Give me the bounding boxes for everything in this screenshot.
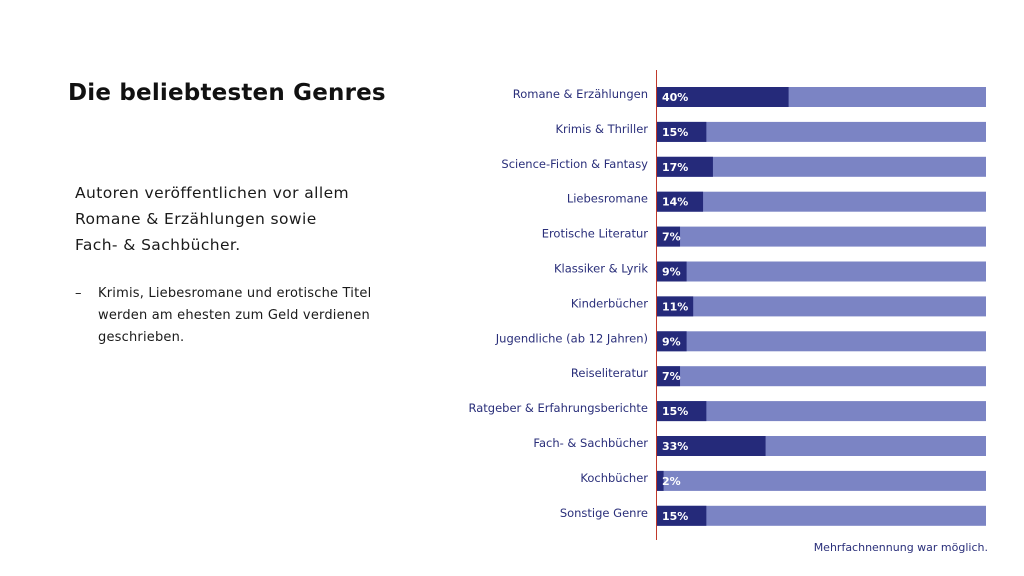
bar	[657, 296, 694, 317]
category-label: Reiseliteratur	[571, 366, 648, 380]
value-label: 15%	[662, 405, 688, 418]
bar	[657, 505, 707, 526]
value-label: 11%	[662, 300, 688, 313]
category-label: Jugendliche (ab 12 Jahren)	[495, 331, 648, 345]
bar-track	[657, 401, 986, 422]
slide-title: Die beliebtesten Genres	[68, 80, 386, 106]
bar	[657, 156, 713, 177]
bullet-line: geschrieben.	[98, 330, 185, 345]
value-label: 14%	[662, 196, 688, 209]
bar-track	[657, 331, 986, 352]
category-label: Kinderbücher	[571, 296, 648, 310]
value-label: 40%	[662, 91, 688, 104]
category-label: Kochbücher	[580, 471, 648, 485]
value-label: 7%	[662, 370, 681, 383]
bar-track	[657, 191, 986, 212]
bar-track	[657, 470, 986, 491]
bar-track	[657, 226, 986, 247]
bar-track	[657, 261, 986, 282]
category-label: Fach- & Sachbücher	[533, 436, 648, 450]
bar	[657, 436, 766, 456]
value-label: 15%	[662, 126, 688, 139]
bar	[657, 470, 664, 491]
bar	[657, 121, 707, 142]
bullet-line: werden am ehesten zum Geld verdienen	[98, 308, 370, 323]
bar	[657, 331, 687, 352]
value-label: 33%	[662, 440, 688, 453]
bullet-text: Krimis, Liebesromane und erotische Titel…	[98, 283, 428, 349]
value-label: 7%	[662, 231, 681, 244]
intro-line: Autoren veröffentlichen vor allem	[75, 184, 350, 202]
bar	[657, 87, 789, 107]
category-label: Klassiker & Lyrik	[554, 262, 648, 276]
footnote: Mehrfachnennung war möglich.	[813, 541, 988, 554]
value-label: 2%	[662, 475, 681, 488]
category-label: Science-Fiction & Fantasy	[501, 157, 648, 171]
bar	[657, 226, 681, 247]
category-label: Erotische Literatur	[542, 227, 649, 241]
value-label: 17%	[662, 161, 688, 174]
category-label: Romane & Erzählungen	[513, 87, 648, 101]
bar	[657, 366, 681, 387]
value-label: 9%	[662, 335, 681, 348]
value-label: 9%	[662, 266, 681, 279]
intro-text: Autoren veröffentlichen vor allem Romane…	[75, 180, 405, 258]
intro-line: Fach- & Sachbücher.	[75, 236, 241, 254]
category-label: Krimis & Thriller	[555, 122, 648, 136]
bar-track	[657, 505, 986, 526]
bar-track	[657, 156, 986, 177]
intro-line: Romane & Erzählungen sowie	[75, 210, 317, 228]
category-label: Liebesromane	[567, 192, 648, 206]
bar	[657, 191, 704, 212]
bar-track	[657, 296, 986, 317]
bullet-dash: –	[75, 286, 82, 301]
bar	[657, 261, 687, 282]
category-label: Ratgeber & Erfahrungsberichte	[468, 401, 648, 415]
bullet-line: Krimis, Liebesromane und erotische Titel	[98, 286, 372, 301]
value-label: 15%	[662, 510, 688, 523]
bar-track	[657, 121, 986, 142]
bar	[657, 401, 707, 422]
category-label: Sonstige Genre	[560, 506, 648, 520]
bar-track	[657, 366, 986, 387]
